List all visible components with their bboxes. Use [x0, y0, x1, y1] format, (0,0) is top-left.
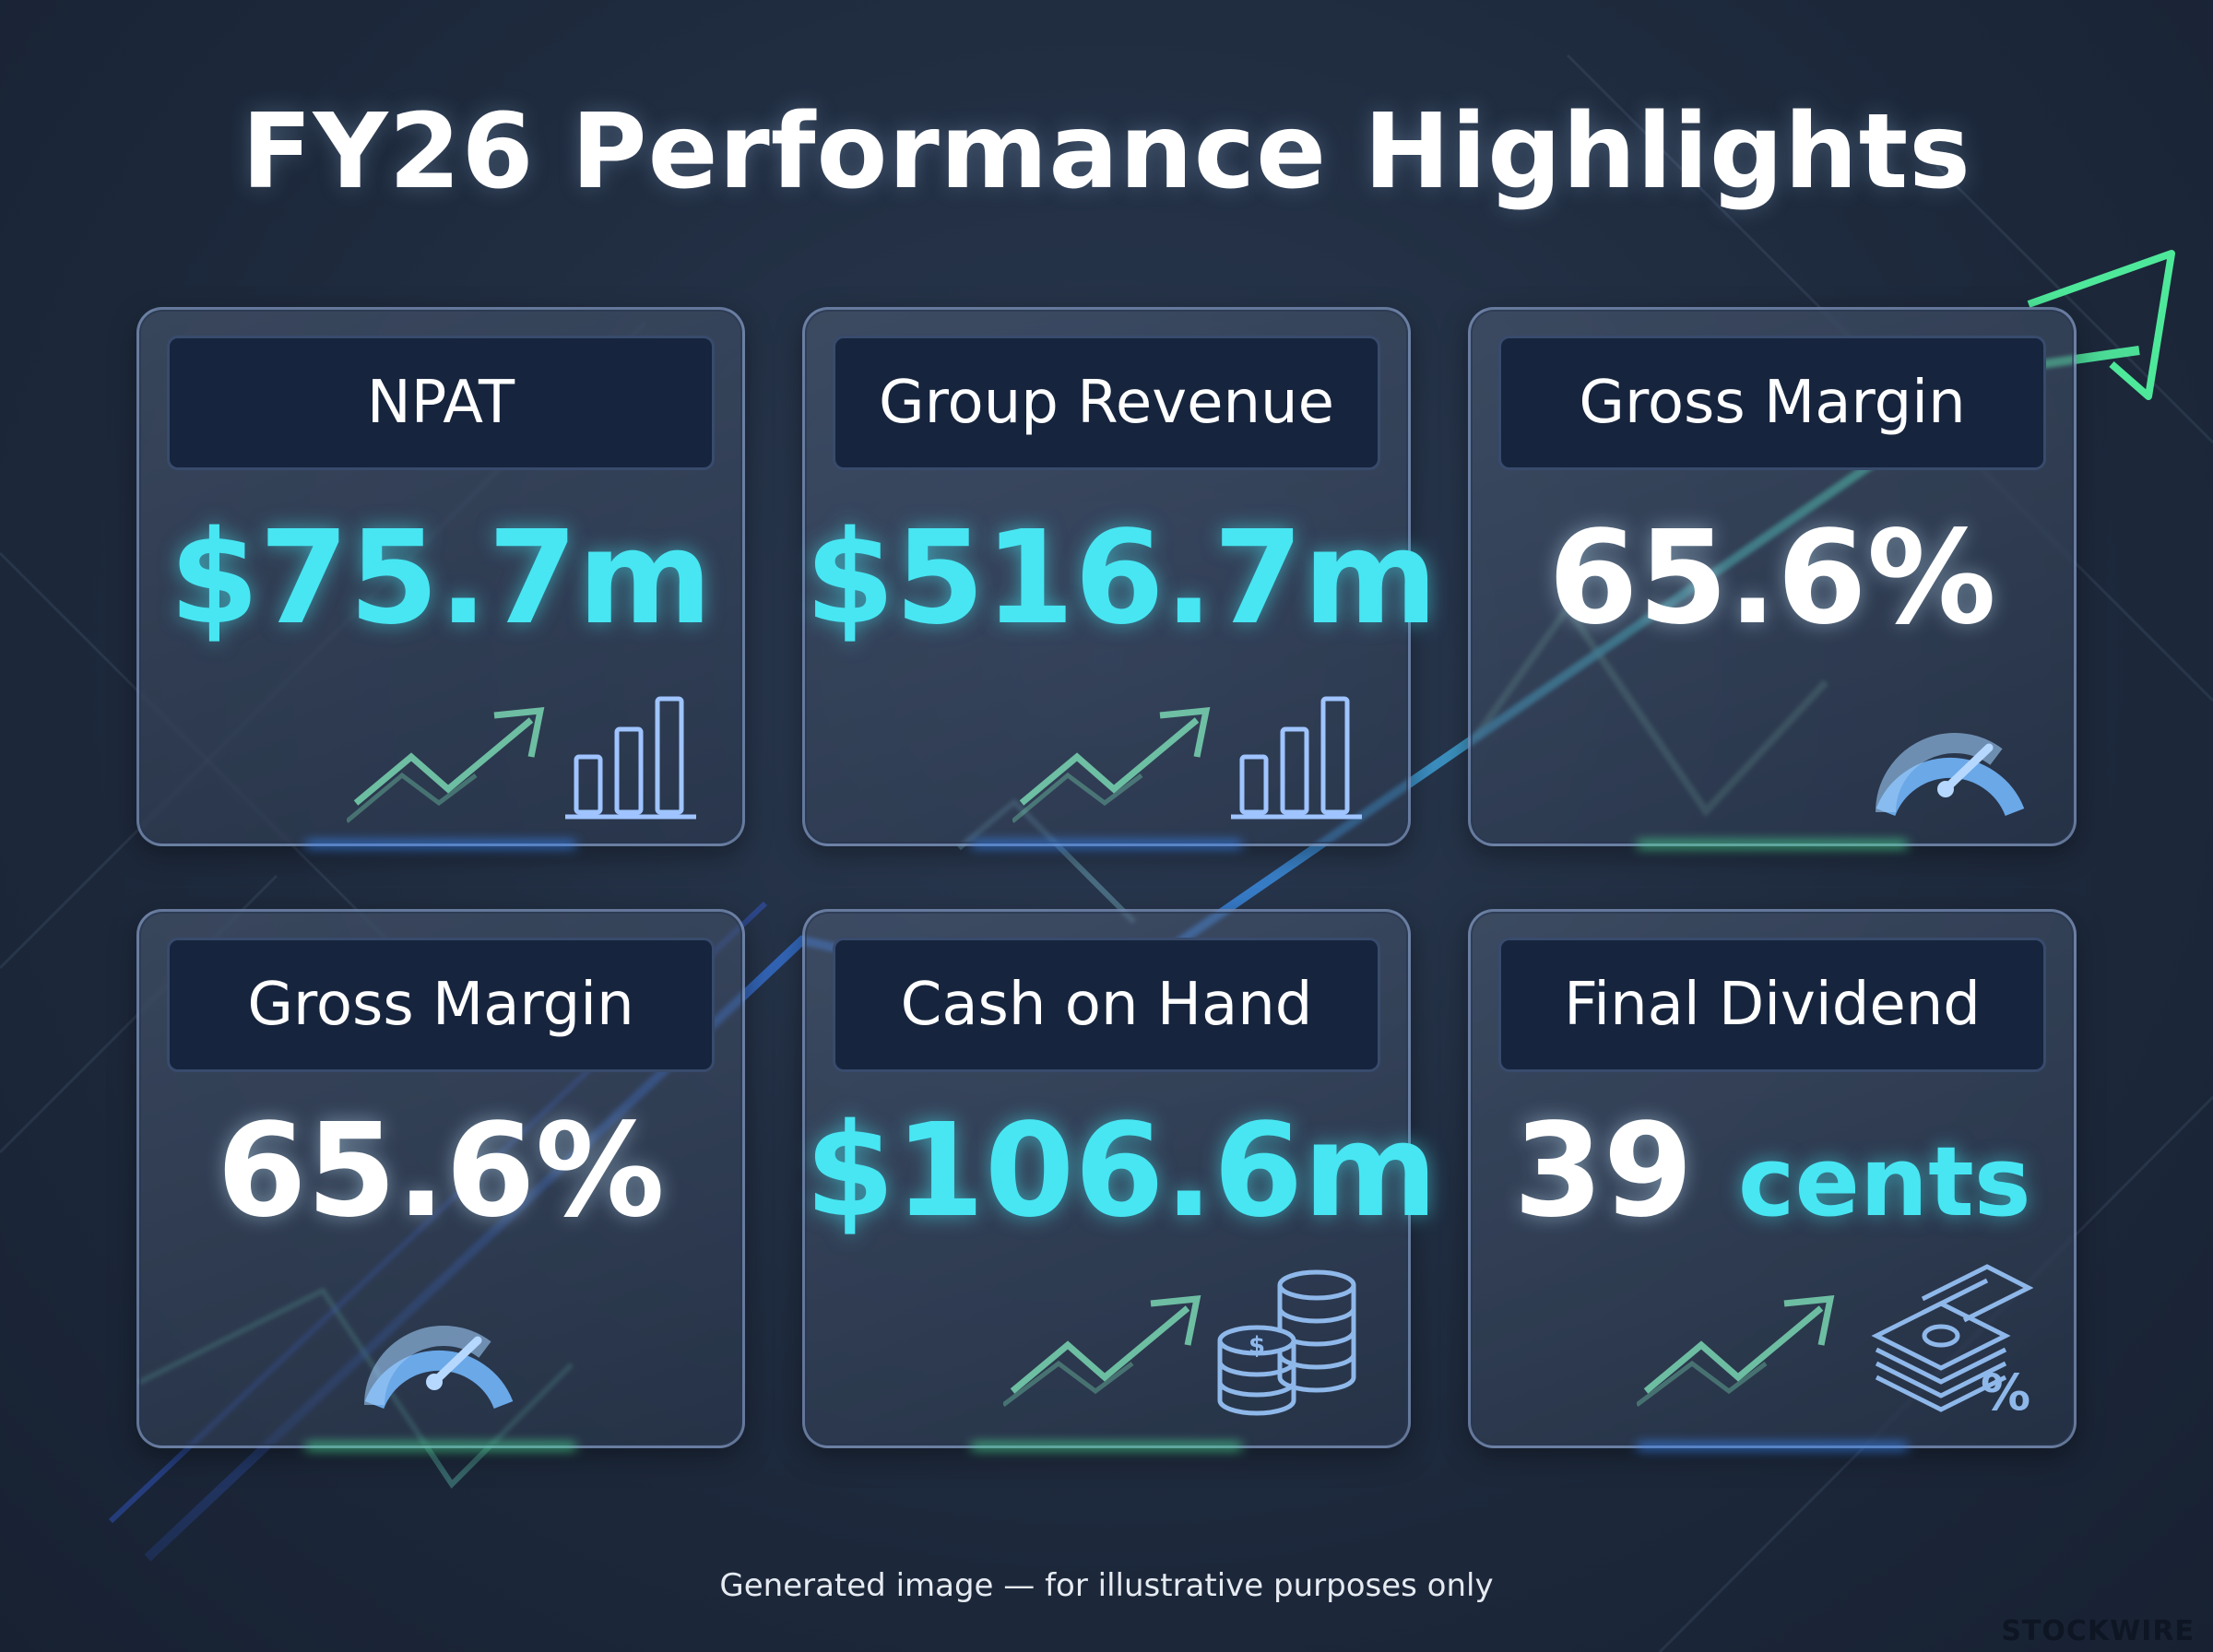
card-label: NPAT — [167, 336, 715, 470]
value-number: $75.7 — [169, 503, 578, 654]
value-number: $106.6 — [805, 1096, 1304, 1246]
value-unit: m — [1303, 503, 1438, 654]
card-value: $75.7m — [139, 503, 742, 654]
card-value: 65.6% — [1471, 503, 2074, 654]
value-unit: m — [1303, 1096, 1438, 1246]
kpi-card-group-revenue: Group Revenue $516.7m — [802, 307, 1438, 846]
value-number: 39 — [1513, 1096, 1694, 1246]
card-label: Gross Margin — [167, 938, 715, 1072]
gauge-icon — [364, 1326, 514, 1410]
card-value: 39 cents — [1471, 1096, 2074, 1246]
card-value: 65.6% — [139, 1096, 742, 1246]
value-number: $516.7 — [805, 503, 1304, 654]
gauge-icon — [1876, 733, 2025, 817]
kpi-card-cash-on-hand: Cash on Hand $106.6m $ — [802, 909, 1438, 1448]
value-unit: m — [577, 503, 713, 654]
kpi-card-gross-margin: Gross Margin 65.6% — [1468, 307, 2077, 846]
card-value: $516.7m — [805, 503, 1438, 654]
bar-chart-icon — [565, 696, 696, 820]
svg-text:%: % — [1981, 1363, 2030, 1419]
value-number: 65.6% — [1548, 503, 1996, 654]
trend-up-arrow-icon — [1003, 1295, 1201, 1407]
page-title: FY26 Performance Highlights — [242, 92, 1971, 212]
bar-chart-icon — [1231, 696, 1362, 820]
card-label: Gross Margin — [1498, 336, 2046, 470]
trend-up-arrow-icon — [1012, 707, 1211, 823]
cash-percent-icon: % — [1871, 1264, 2033, 1419]
svg-text:$: $ — [1249, 1332, 1265, 1360]
value-unit: cents — [1737, 1126, 2031, 1238]
card-label: Cash on Hand — [833, 938, 1380, 1072]
coin-stacks-icon: $ — [1217, 1269, 1356, 1416]
brand-logo: STOCKWIRE — [2001, 1615, 2195, 1647]
kpi-card-npat: NPAT $75.7m — [136, 307, 745, 846]
trend-up-arrow-icon — [347, 707, 545, 823]
footer-disclaimer: Generated image — for illustrative purpo… — [719, 1567, 1494, 1604]
kpi-card-final-dividend: Final Dividend 39 cents % — [1468, 909, 2077, 1448]
trend-up-arrow-icon — [1637, 1295, 1835, 1407]
card-label: Final Dividend — [1498, 938, 2046, 1072]
card-label: Group Revenue — [833, 336, 1380, 470]
kpi-card-gross-margin-2: Gross Margin 65.6% — [136, 909, 745, 1448]
card-value: $106.6m — [805, 1096, 1438, 1246]
value-number: 65.6% — [217, 1096, 665, 1246]
